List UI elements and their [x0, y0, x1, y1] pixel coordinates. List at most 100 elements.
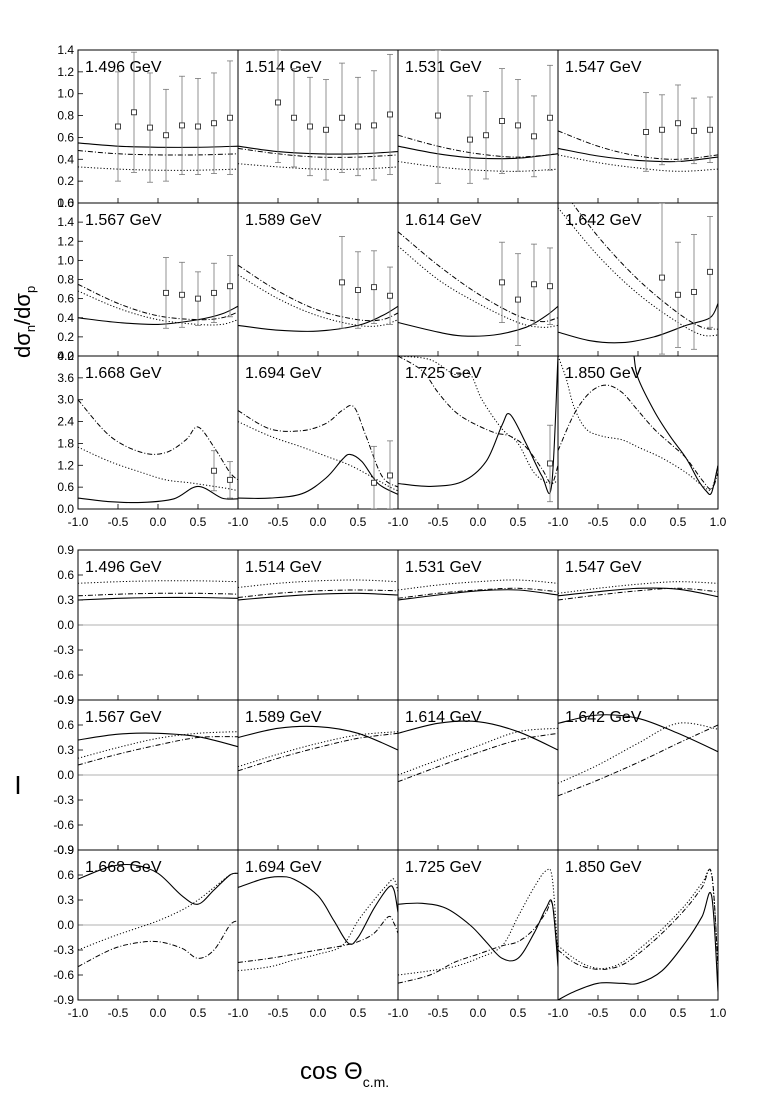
- data-point: [339, 114, 345, 121]
- series-line-dotted: [397, 868, 559, 976]
- x-tick-label: -1.0: [68, 1006, 89, 1020]
- x-tick-label: 0.0: [310, 515, 327, 529]
- series-line-dashdot: [237, 404, 399, 488]
- x-tick-label: 0.0: [310, 1006, 327, 1020]
- series-line-solid: [237, 145, 399, 155]
- data-point: [227, 476, 233, 483]
- panel-label: 1.547 GeV: [565, 59, 642, 76]
- series-line-dashdot: [571, 203, 718, 330]
- y-tick-label: 0.2: [57, 174, 74, 188]
- x-tick-label: 0.0: [630, 1006, 647, 1020]
- series-line-dotted: [397, 161, 559, 172]
- x-tick-label: 0.5: [190, 515, 207, 529]
- series-line-dashdot: [78, 399, 239, 481]
- series-line-solid: [78, 485, 239, 504]
- data-point: [147, 124, 153, 131]
- x-tick-label: 0.5: [190, 1006, 207, 1020]
- panel-label: 1.694 GeV: [245, 365, 322, 382]
- series-line-dotted: [237, 731, 399, 768]
- series-line-solid: [78, 863, 239, 905]
- series-line-dotted: [78, 166, 239, 171]
- series-line-solid: [557, 714, 718, 753]
- y-tick-label: 0.9: [57, 843, 74, 857]
- y-tick-label: -0.3: [53, 943, 74, 957]
- data-point: [659, 274, 665, 281]
- data-point: [323, 126, 329, 133]
- data-point: [467, 136, 473, 143]
- y-tick-label: 4.2: [57, 349, 74, 363]
- panel-label: 1.694 GeV: [245, 859, 322, 876]
- y-tick-label: 0.0: [57, 349, 74, 363]
- series-line-dashdot: [557, 384, 718, 490]
- panel-label: 1.589 GeV: [245, 212, 322, 229]
- panel-label: 1.567 GeV: [85, 212, 162, 229]
- data-point: [515, 296, 521, 303]
- y-tick-label: -0.3: [53, 793, 74, 807]
- y-tick-label: 0.8: [57, 273, 74, 287]
- series-line-dashdot: [397, 231, 559, 323]
- x-tick-label: -1.0: [388, 1006, 409, 1020]
- x-tick-label: -0.5: [108, 515, 129, 529]
- y-tick-label: 1.4: [57, 43, 74, 57]
- panel-label: 1.642 GeV: [565, 709, 642, 726]
- data-point: [211, 289, 217, 296]
- data-point: [435, 112, 441, 119]
- y-tick-label: 0.0: [57, 196, 74, 210]
- series-line-dotted: [78, 872, 239, 951]
- x-tick-label: -0.5: [108, 1006, 129, 1020]
- y-tick-label: 1.8: [57, 436, 74, 450]
- y-tick-label: 1.0: [57, 253, 74, 267]
- series-line-dotted: [397, 245, 559, 328]
- series-line-dotted: [557, 722, 718, 784]
- series-line-dashdot: [237, 589, 399, 598]
- y-tick-label: 0.3: [57, 593, 74, 607]
- series-line-dotted: [557, 154, 718, 172]
- data-point: [515, 122, 521, 129]
- x-tick-label: -0.5: [268, 515, 289, 529]
- series-line-solid: [397, 356, 559, 494]
- x-tick-label: 0.0: [470, 1006, 487, 1020]
- series-line-dashdot: [397, 356, 559, 484]
- x-tick-label: -1.0: [68, 515, 89, 529]
- data-point: [675, 291, 681, 298]
- y-tick-label: 0.0: [57, 768, 74, 782]
- y-tick-label: 1.2: [57, 234, 74, 248]
- y-tick-label: -0.9: [53, 693, 74, 707]
- series-line-dotted: [397, 727, 559, 776]
- series-line-solid: [397, 899, 559, 967]
- series-line-dashdot: [237, 915, 399, 963]
- y-tick-label: 1.2: [57, 458, 74, 472]
- y-tick-label: 0.6: [57, 568, 74, 582]
- panel-label: 1.514 GeV: [245, 59, 322, 76]
- x-tick-label: 0.0: [150, 515, 167, 529]
- series-line-dotted: [557, 207, 718, 337]
- series-line-dotted: [557, 356, 718, 491]
- data-point: [307, 123, 313, 130]
- series-line-dotted: [237, 878, 399, 972]
- y-tick-label: 0.0: [57, 618, 74, 632]
- y-tick-label: 1.0: [57, 87, 74, 101]
- panel-label: 1.547 GeV: [565, 559, 642, 576]
- y-tick-label: 0.8: [57, 109, 74, 123]
- x-tick-label: -0.5: [268, 1006, 289, 1020]
- panel-label: 1.514 GeV: [245, 559, 322, 576]
- data-point: [163, 132, 169, 139]
- data-point: [724, 120, 729, 125]
- series-line-dashdot: [78, 920, 239, 968]
- y-tick-label: 0.6: [57, 718, 74, 732]
- svg-text:dσn/dσp: dσn/dσp: [10, 286, 38, 358]
- series-line-solid: [237, 876, 399, 945]
- y-tick-label: -0.9: [53, 843, 74, 857]
- series-line-dotted: [237, 274, 399, 327]
- y-tick-label: 0.6: [57, 480, 74, 494]
- x-tick-label: -1.0: [548, 1006, 569, 1020]
- panel-label: 1.725 GeV: [405, 859, 482, 876]
- data-point: [227, 283, 233, 290]
- series-line-dashdot: [557, 724, 718, 797]
- x-tick-label: 0.0: [630, 515, 647, 529]
- x-tick-label: 0.5: [350, 1006, 367, 1020]
- series-line-solid: [237, 305, 399, 332]
- data-point: [547, 460, 553, 467]
- data-point: [499, 118, 505, 124]
- series-line-solid: [557, 147, 718, 163]
